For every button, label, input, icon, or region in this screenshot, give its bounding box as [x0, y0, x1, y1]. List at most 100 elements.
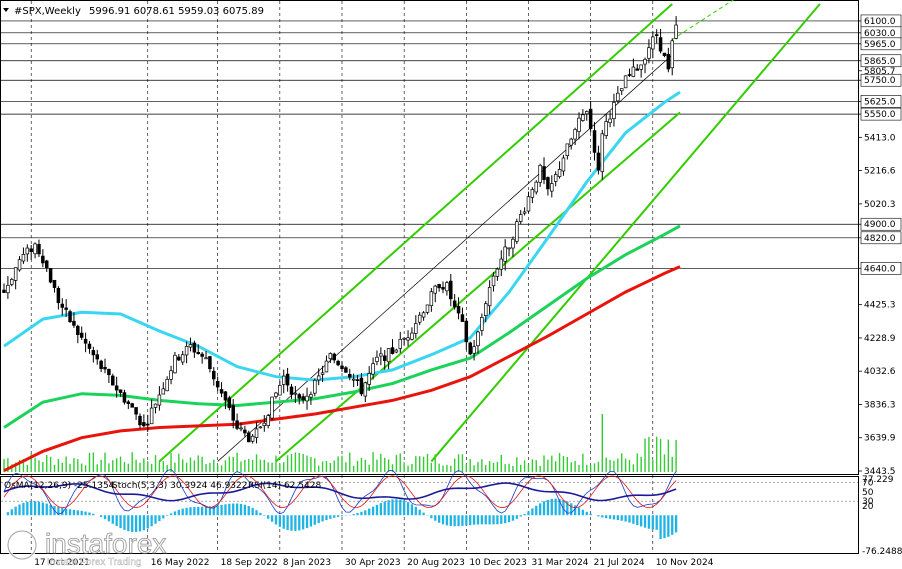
candle-body	[6, 284, 10, 294]
watermark-brand: instaforex	[45, 528, 166, 559]
candle-body	[600, 133, 605, 172]
candle-body	[184, 346, 189, 356]
candle-body	[643, 59, 647, 65]
candle-body	[647, 47, 651, 59]
candle-body	[145, 423, 150, 426]
candlesticks	[2, 16, 678, 444]
candle-body	[41, 255, 45, 264]
indicator-tick-label: -76.2488	[862, 547, 902, 557]
stoch-k-line	[3, 469, 677, 515]
candle-body	[60, 303, 65, 308]
watermark-tagline: Instant Forex Trading	[47, 557, 142, 568]
volume-bars	[3, 414, 677, 472]
time-tick-label: 10 Dec 2023	[469, 558, 527, 568]
candle-body	[64, 307, 68, 310]
candle-body	[21, 254, 26, 262]
candle-body	[278, 385, 282, 396]
price-label-box	[860, 73, 902, 87]
candle-body	[215, 380, 220, 388]
candle-body	[37, 244, 41, 255]
candle-body	[402, 337, 406, 340]
channel-line	[430, 3, 821, 463]
candle-body	[596, 152, 601, 171]
candle-body	[371, 363, 375, 375]
candle-body	[118, 389, 123, 393]
price-label-box	[860, 37, 902, 51]
candle-body	[223, 391, 228, 401]
candle-body	[460, 314, 465, 322]
price-tick-label: 3639.9	[864, 434, 896, 444]
candle-body	[76, 325, 80, 335]
chart-header: #SPX,Weekly 5996.91 6078.61 5959.03 6075…	[3, 6, 264, 17]
candle-body	[13, 267, 18, 281]
candle-body	[557, 169, 562, 177]
channel-line	[158, 3, 673, 463]
candle-body	[192, 342, 197, 353]
candle-body	[293, 392, 298, 395]
candle-body	[588, 108, 593, 129]
candle-body	[546, 177, 550, 190]
candle-body	[518, 214, 523, 222]
indicator-header: OsMA(12,26,9) -25.1354 Stoch(5,3,3) 30.3…	[4, 481, 321, 491]
candle-body	[281, 375, 286, 385]
candle-body	[348, 373, 352, 378]
candle-body	[476, 331, 480, 346]
candle-body	[499, 258, 504, 270]
candle-body	[522, 211, 527, 214]
candle-body	[344, 367, 348, 373]
candle-body	[414, 323, 418, 334]
price-label-box	[860, 217, 902, 231]
candle-body	[604, 121, 608, 136]
candle-body	[530, 189, 535, 198]
candle-body	[390, 347, 395, 354]
candle-body	[487, 287, 492, 307]
time-tick-label: 30 Apr 2023	[345, 558, 401, 568]
candle-body	[122, 392, 127, 403]
time-axis-labels: 17 Oct 2021 16 May 2022 18 Sep 2022 8 Jan 2…	[34, 558, 714, 568]
candle-body	[670, 40, 674, 69]
candle-body	[258, 426, 263, 429]
price-tick-label: 4640.0	[864, 264, 896, 274]
candle-body	[623, 75, 628, 89]
candle-body	[239, 427, 243, 430]
candle-body	[149, 407, 154, 425]
price-tick-label: 3443.5	[864, 467, 896, 477]
candle-body	[87, 343, 92, 349]
candle-body	[29, 248, 33, 253]
candle-body	[254, 428, 259, 438]
candle-body	[351, 378, 356, 381]
candle-body	[569, 138, 573, 146]
candle-body	[262, 422, 267, 427]
candle-body	[421, 312, 426, 318]
candle-body	[631, 66, 636, 77]
candle-body	[340, 365, 344, 370]
candle-body	[247, 432, 251, 443]
candle-body	[573, 129, 577, 140]
candle-body	[17, 259, 22, 271]
candle-body	[114, 385, 119, 391]
time-tick-label: 17 Oct 2021	[34, 558, 90, 568]
candle-body	[153, 403, 158, 408]
indicator-pane-frame	[0, 476, 859, 554]
candle-body	[68, 311, 72, 323]
rsi-line	[3, 482, 677, 502]
instaforex-watermark: instaforex Instant Forex Trading	[6, 528, 167, 568]
candle-body	[99, 360, 103, 369]
candle-body	[441, 287, 445, 290]
candle-body	[297, 394, 302, 399]
candle-body	[157, 394, 162, 406]
candle-body	[10, 279, 14, 285]
price-tick-label: 4425.3	[864, 301, 896, 311]
candle-body	[445, 282, 449, 292]
indicator-tick-label: 70	[862, 478, 874, 488]
price-tick-label: 4900.0	[864, 220, 896, 230]
candle-body	[91, 350, 96, 356]
candle-body	[565, 143, 570, 156]
candle-body	[142, 422, 146, 427]
dropdown-triangle-icon[interactable]	[3, 8, 9, 12]
candle-body	[577, 117, 581, 132]
candle-body	[188, 344, 193, 348]
